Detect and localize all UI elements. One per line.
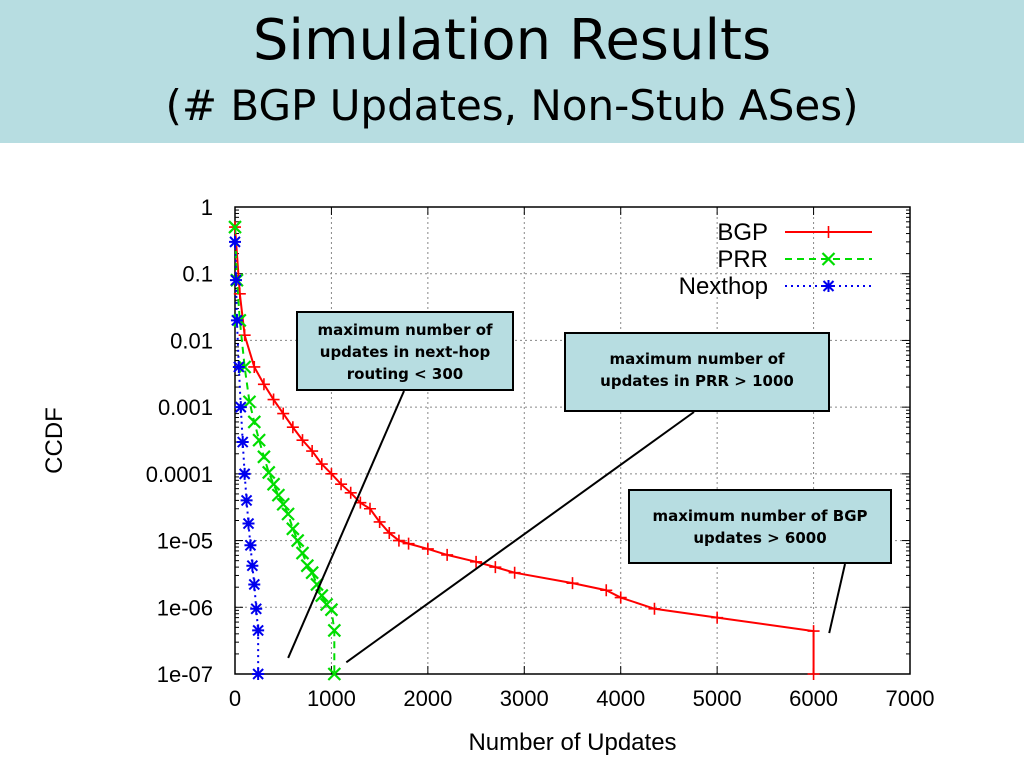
series-point-prr <box>271 488 286 502</box>
legend-label-bgp: BGP <box>717 219 768 246</box>
series-point-nexthop <box>250 602 263 615</box>
callout-nexthop: maximum number of updates in next-hop ro… <box>296 311 514 391</box>
x-tick-label: 7000 <box>886 686 935 711</box>
series-point-nexthop <box>229 235 241 248</box>
series-point-nexthop <box>232 360 245 373</box>
series-point-bgp <box>508 566 521 579</box>
series-point-bgp <box>566 577 579 590</box>
y-axis-label: CCDF <box>41 407 68 474</box>
legend-label-prr: PRR <box>717 246 768 273</box>
series-point-bgp <box>286 421 299 434</box>
series-point-prr <box>276 497 290 512</box>
series-point-nexthop <box>238 467 251 480</box>
series-point-prr <box>247 415 262 429</box>
series-point-bgp <box>402 537 415 550</box>
callout-bgp: maximum number of BGP updates > 6000 <box>628 489 892 564</box>
series-point-bgp <box>392 534 405 547</box>
series-point-nexthop <box>246 559 259 572</box>
series-point-bgp <box>248 360 261 373</box>
series-point-bgp <box>600 584 613 597</box>
series-point-prr <box>290 533 305 548</box>
legend-label-nexthop: Nexthop <box>679 273 768 300</box>
leader-line-prr <box>345 411 695 664</box>
series-point-bgp <box>344 486 357 499</box>
series-point-nexthop <box>248 578 261 591</box>
series-point-nexthop <box>240 494 253 507</box>
series-point-bgp <box>648 602 661 615</box>
series-point-nexthop <box>242 517 255 530</box>
series-point-prr <box>324 602 339 617</box>
series-point-nexthop <box>252 624 265 637</box>
x-tick-label: 4000 <box>596 686 645 711</box>
series-point-prr <box>252 433 266 447</box>
series-point-bgp <box>306 445 319 458</box>
x-tick-label: 5000 <box>693 686 742 711</box>
series-point-bgp <box>711 611 724 624</box>
x-tick-label: 0 <box>229 686 241 711</box>
series-point-bgp <box>373 515 386 528</box>
callout-prr: maximum number of updates in PRR > 1000 <box>564 332 830 412</box>
series-point-prr <box>327 623 342 638</box>
leader-line-bgp <box>828 563 846 634</box>
series-point-nexthop <box>234 401 247 414</box>
series-line-prr <box>235 227 336 674</box>
plot-frame <box>234 206 911 675</box>
y-tick-label: 0.1 <box>182 262 213 287</box>
y-tick-label: 1e-06 <box>157 595 213 620</box>
series-point-nexthop <box>252 668 265 680</box>
series-point-bgp <box>807 668 820 680</box>
series-point-bgp <box>233 287 246 300</box>
series-point-nexthop <box>229 274 242 287</box>
series-point-nexthop <box>244 539 257 552</box>
series-point-nexthop <box>230 314 243 327</box>
x-tick-label: 1000 <box>307 686 356 711</box>
leader-line-nexthop <box>287 390 405 659</box>
y-tick-label: 0.0001 <box>146 462 213 487</box>
series-point-bgp <box>257 378 270 391</box>
series-point-bgp <box>807 625 820 638</box>
series-point-prr <box>228 220 242 234</box>
legend-marker-nexthop <box>822 280 835 292</box>
y-tick-label: 0.001 <box>158 395 213 420</box>
y-tick-label: 1e-07 <box>157 662 213 687</box>
title-band <box>0 0 1024 143</box>
slide-subtitle: (# BGP Updates, Non-Stub ASes) <box>165 81 859 130</box>
x-tick-label: 3000 <box>500 686 549 711</box>
series-point-bgp <box>267 393 280 406</box>
slide-title: Simulation Results <box>252 8 772 73</box>
x-axis-label: Number of Updates <box>468 729 676 756</box>
series-point-bgp <box>364 502 376 515</box>
series-point-prr <box>327 667 342 681</box>
series-point-bgp <box>335 478 348 491</box>
x-tick-label: 6000 <box>789 686 838 711</box>
series-point-prr <box>281 507 295 521</box>
series-point-prr <box>257 450 271 464</box>
y-tick-label: 1 <box>201 195 213 220</box>
y-tick-label: 1e-05 <box>157 529 213 554</box>
series-point-bgp <box>489 561 502 574</box>
series-point-bgp <box>315 458 328 471</box>
legend-marker-prr <box>821 252 836 266</box>
series-point-prr <box>300 558 315 573</box>
series-point-prr <box>305 565 319 580</box>
series-point-nexthop <box>236 436 249 449</box>
series-point-bgp <box>421 542 434 555</box>
series-point-prr <box>295 546 310 560</box>
series-point-prr <box>261 465 276 480</box>
series-point-bgp <box>441 548 454 561</box>
series-point-bgp <box>470 555 483 568</box>
series-point-prr <box>242 395 257 409</box>
series-point-prr <box>286 522 300 536</box>
series-point-bgp <box>325 467 338 480</box>
x-tick-label: 2000 <box>403 686 452 711</box>
series-line-bgp <box>235 227 815 674</box>
series-point-bgp <box>277 407 290 420</box>
series-point-bgp <box>614 591 627 604</box>
series-point-prr <box>266 477 281 491</box>
series-point-bgp <box>383 526 396 539</box>
legend-marker-bgp <box>822 226 835 238</box>
y-tick-label: 0.01 <box>170 328 213 353</box>
series-point-bgp <box>296 434 309 447</box>
